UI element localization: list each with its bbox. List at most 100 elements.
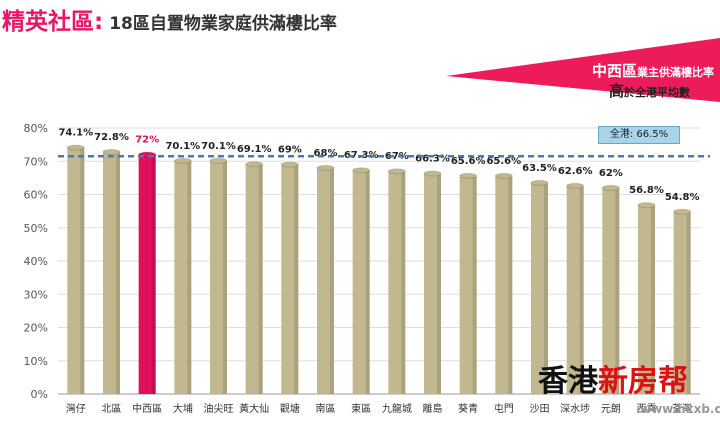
- x-tick-label: 九龍城: [382, 402, 412, 415]
- watermark-url: www.hkxb.com: [640, 402, 720, 416]
- data-label: 67%: [385, 151, 409, 162]
- bar-shade: [80, 147, 85, 394]
- bar-top: [673, 208, 692, 215]
- bar-shade: [686, 211, 691, 394]
- watermark-text-2: 新房帮: [598, 364, 688, 399]
- bar-top: [245, 161, 264, 168]
- bar-shade: [151, 154, 156, 394]
- x-tick-label: 沙田: [530, 403, 550, 415]
- watermark-text-1: 香港: [538, 364, 598, 399]
- watermark-logo: 香港新房帮: [538, 356, 688, 400]
- bar-shade: [187, 160, 192, 394]
- chart-title: 精英社區: 18區自置物業家庭供滿樓比率: [2, 2, 337, 36]
- bar-top: [209, 157, 228, 164]
- x-tick-label: 葵青: [458, 402, 478, 415]
- bar-shade: [365, 170, 370, 394]
- bar: [67, 147, 85, 394]
- bar-shade: [651, 205, 655, 394]
- bar: [531, 182, 548, 394]
- bar-shade: [223, 160, 227, 394]
- x-tick-label: 觀塘: [280, 402, 300, 415]
- x-tick-label: 深水埗: [560, 402, 590, 415]
- bar: [673, 211, 691, 394]
- x-tick-label: 北區: [102, 403, 122, 415]
- x-tick-label: 荃灣: [672, 402, 692, 415]
- bar-top: [316, 164, 335, 171]
- bar-top: [173, 157, 192, 164]
- data-label: 62%: [599, 168, 623, 179]
- banner-line-2-text: 於全港平均數: [624, 86, 690, 99]
- data-label: 68%: [314, 148, 338, 159]
- x-tick-label: 東區: [351, 402, 371, 415]
- data-label: 66.3%: [415, 154, 450, 165]
- brand-title: 精英社區:: [2, 9, 104, 35]
- banner-line-2: 高於全港平均數: [609, 80, 690, 101]
- data-label: 65.6%: [451, 156, 486, 167]
- y-tick-label: 10%: [24, 355, 48, 368]
- bar-shade: [258, 164, 263, 394]
- bar: [495, 175, 513, 394]
- y-tick-label: 40%: [24, 255, 48, 268]
- bar-top: [352, 167, 371, 174]
- data-label: 70.1%: [165, 141, 200, 152]
- bar: [352, 170, 370, 394]
- bar-shade: [330, 167, 334, 394]
- x-tick-label: 離島: [423, 402, 443, 415]
- bar-top: [280, 161, 299, 168]
- y-tick-label: 70%: [24, 155, 48, 168]
- banner-shape: [446, 38, 720, 102]
- y-tick-label: 20%: [24, 322, 48, 335]
- bar: [103, 151, 120, 394]
- x-tick-label: 中西區: [132, 402, 162, 415]
- bar: [638, 205, 655, 394]
- bar: [388, 171, 406, 394]
- bar-top: [423, 170, 442, 177]
- bar-top: [494, 172, 513, 179]
- bar-top: [387, 168, 406, 175]
- banner-line-2-emphasis: 高: [608, 82, 624, 100]
- bar-top: [459, 172, 478, 179]
- x-tick-label: 大埔: [173, 402, 193, 415]
- bar-shade: [472, 175, 477, 394]
- x-tick-label: 南區: [316, 402, 336, 415]
- data-label: 63.5%: [522, 163, 557, 174]
- bar-top: [601, 184, 620, 191]
- bar: [138, 154, 156, 394]
- data-label: 69.1%: [237, 144, 272, 155]
- chart-subtitle: 18區自置物業家庭供滿樓比率: [109, 14, 337, 34]
- bar: [210, 160, 227, 394]
- bar-shade: [116, 151, 120, 394]
- data-label: 70.1%: [201, 141, 236, 152]
- y-tick-label: 60%: [24, 189, 48, 202]
- bar-shade: [544, 182, 548, 394]
- y-tick-label: 30%: [24, 288, 48, 301]
- x-tick-label: 元朗: [601, 403, 621, 415]
- bar-top: [66, 144, 85, 151]
- x-tick-label: 屯門: [494, 402, 514, 415]
- bar: [174, 160, 192, 394]
- bar-top: [637, 202, 656, 209]
- bar-shade: [437, 173, 441, 394]
- average-badge: 全港: 66.5%: [598, 126, 680, 144]
- bar: [566, 185, 584, 394]
- bar: [317, 167, 334, 394]
- y-tick-label: 50%: [24, 222, 48, 235]
- bar-shade: [508, 175, 513, 394]
- x-tick-label: 西貢: [637, 403, 657, 415]
- banner-line-1: 中西區業主供滿樓比率: [592, 60, 714, 81]
- x-tick-label: 油尖旺: [204, 402, 234, 415]
- data-label: 56.8%: [629, 185, 664, 196]
- banner-line-1-emphasis: 中西區: [591, 62, 637, 80]
- bar-shade: [294, 164, 299, 394]
- data-label: 72%: [135, 135, 159, 146]
- y-tick-label: 80%: [24, 122, 48, 135]
- bar-top: [530, 179, 549, 186]
- bar-shade: [401, 171, 406, 394]
- data-label: 54.8%: [665, 192, 700, 203]
- data-label: 65.6%: [486, 156, 521, 167]
- data-label: 72.8%: [94, 132, 129, 143]
- y-tick-label: 0%: [31, 388, 48, 401]
- x-tick-label: 黃大仙: [239, 402, 269, 415]
- bar: [602, 187, 620, 394]
